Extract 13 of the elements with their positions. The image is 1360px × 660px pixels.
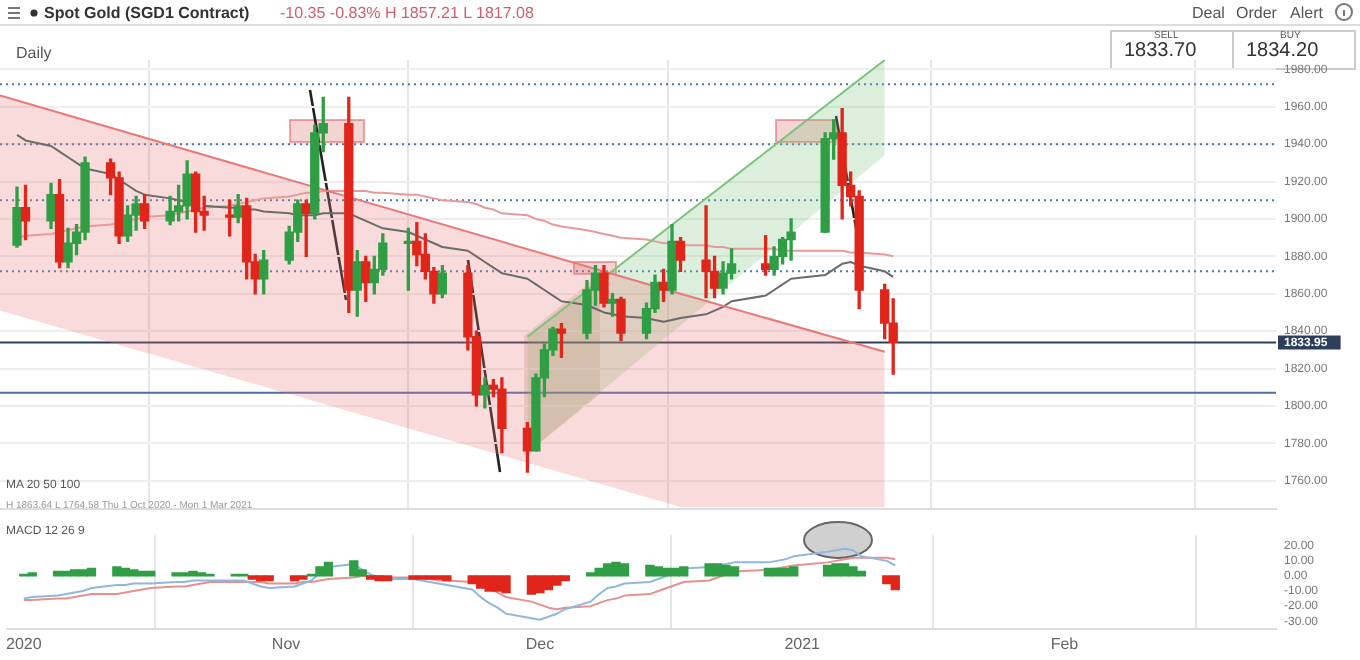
x-tick-label: 2021 xyxy=(784,634,822,653)
x-tick-label: Dec xyxy=(525,634,555,653)
x-tick-label: Feb xyxy=(1050,634,1080,653)
annotation: Daily xyxy=(16,44,52,62)
annotation: 1834.20 xyxy=(1246,40,1319,62)
text: Alert xyxy=(1290,4,1323,22)
text: Deal xyxy=(1192,4,1225,22)
chart-subtitle: -10.35 -0.83% H 1857.21 L 1817.08 xyxy=(280,4,534,22)
x-tick-label: Nov xyxy=(271,634,301,653)
text: Order xyxy=(1236,4,1277,22)
chart-title: Spot Gold (SGD1 Contract) xyxy=(44,4,250,22)
x-tick-label: 2020 xyxy=(6,634,43,653)
annotation: 1833.70 xyxy=(1124,40,1197,62)
